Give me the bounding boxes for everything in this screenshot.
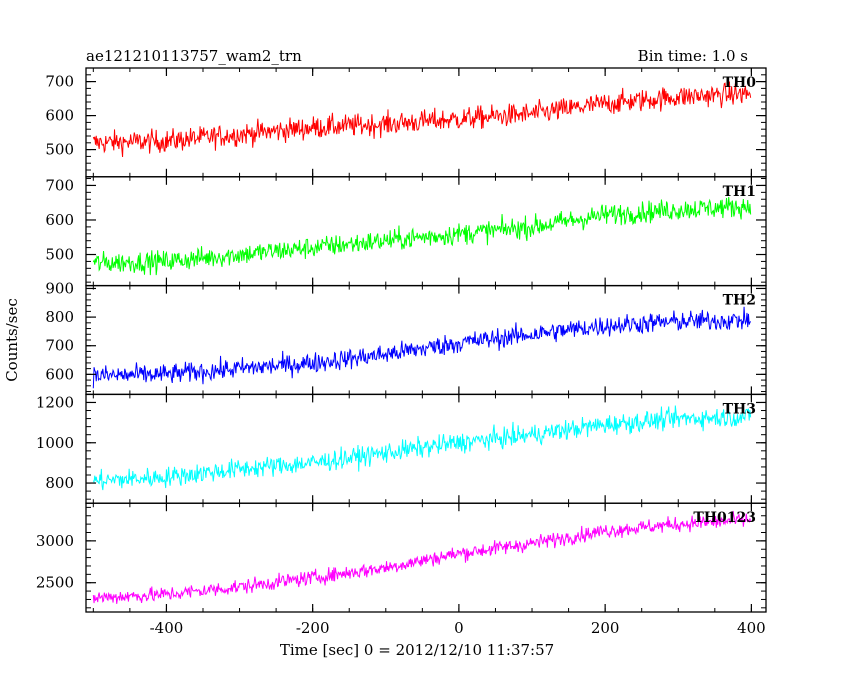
y-tick-label: 1000 — [36, 434, 74, 452]
panel-th0123: 2500 3000 TH0123 — [36, 502, 767, 613]
panel-th3: 800 1000 1200 TH3 — [36, 393, 767, 504]
y-tick-label: 900 — [45, 279, 74, 297]
panel-frame — [85, 393, 767, 504]
y-tick-label: 500 — [45, 246, 74, 264]
y-tick-label: 500 — [45, 141, 74, 159]
panel-frame — [85, 284, 767, 396]
panels: 500 600 700 TH0 500 600 700 TH1 600 700 800 900 TH2 8… — [36, 67, 767, 637]
y-tick-label: 800 — [45, 308, 74, 326]
series-line-th0 — [92, 81, 752, 158]
series-line-th2 — [92, 306, 752, 389]
y-tick-label: 700 — [45, 337, 74, 355]
x-tick-label: 200 — [591, 619, 620, 637]
y-tick-label: 3000 — [36, 532, 74, 550]
y-tick-label: 600 — [45, 211, 74, 229]
series-label-th0: TH0 — [723, 75, 757, 91]
y-axis-label: Counts/sec — [3, 298, 21, 382]
x-tick-label: -400 — [150, 619, 184, 637]
series-line-th0123 — [92, 510, 752, 604]
panel-frame — [85, 176, 767, 287]
series-label-th2: TH2 — [723, 293, 756, 309]
panel-th1: 500 600 700 TH1 — [45, 176, 767, 287]
y-tick-label: 700 — [45, 176, 74, 194]
x-tick-label: -200 — [296, 619, 330, 637]
series-label-th0123: TH0123 — [693, 510, 756, 526]
y-tick-label: 600 — [45, 365, 74, 383]
bin-time-label: Bin time: 1.0 s — [638, 47, 748, 65]
y-tick-label: 600 — [45, 107, 74, 125]
chart-title: ae121210113757_wam2_trn — [86, 47, 302, 65]
panel-th2: 600 700 800 900 TH2 — [45, 279, 767, 396]
y-tick-label: 700 — [45, 73, 74, 91]
x-tick-label: 0 — [454, 619, 464, 637]
panel-th0: 500 600 700 TH0 — [45, 67, 767, 178]
y-tick-label: 1200 — [36, 393, 74, 411]
series-label-th3: TH3 — [723, 401, 756, 417]
x-axis-label: Time [sec] 0 = 2012/12/10 11:37:57 — [280, 641, 554, 659]
y-tick-label: 2500 — [36, 574, 74, 592]
series-line-th1 — [92, 196, 752, 276]
series-label-th1: TH1 — [723, 184, 756, 200]
y-tick-label: 800 — [45, 474, 74, 492]
series-line-th3 — [92, 405, 752, 491]
x-tick-label: 400 — [737, 619, 766, 637]
